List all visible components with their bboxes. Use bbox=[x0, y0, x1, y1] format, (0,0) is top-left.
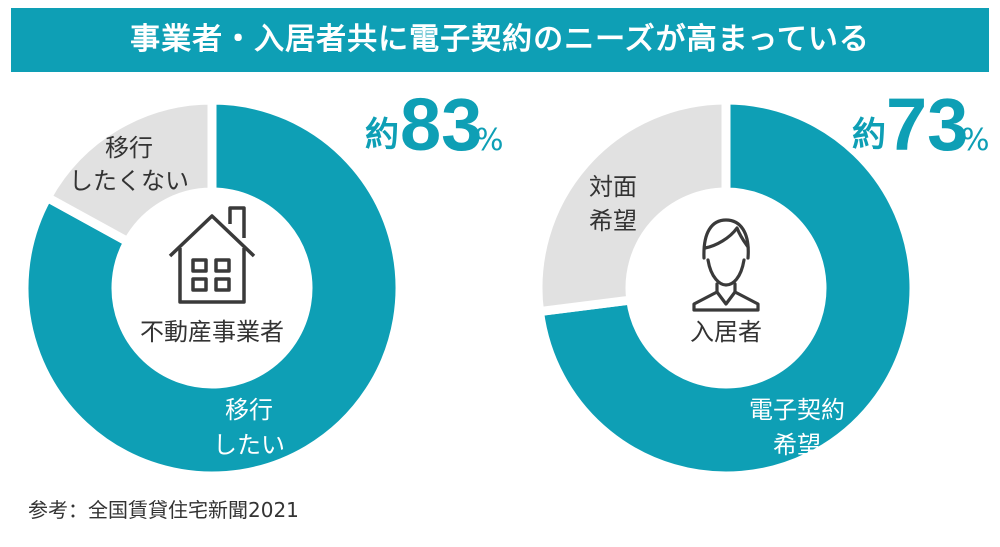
headline-prefix-businesses: 約 bbox=[365, 115, 399, 155]
slice-label-esign-line1: 電子契約 bbox=[749, 396, 845, 424]
person-icon bbox=[692, 218, 760, 312]
headline-value-businesses: 83 bbox=[400, 83, 482, 166]
chart-title: 事業者・入居者共に電子契約のニーズが高まっている bbox=[130, 22, 870, 57]
headline-percent-tenants: 約 73 % bbox=[852, 83, 990, 166]
slice-label-esign-line2: 希望 bbox=[773, 431, 821, 459]
source-note: 参考：全国賃貸住宅新聞2021 bbox=[28, 498, 299, 522]
house-icon bbox=[168, 206, 256, 304]
slice-label-move-line2: したい bbox=[213, 431, 285, 459]
donut-slices-businesses bbox=[19, 95, 405, 481]
slice-label-nomove-line2: したくない bbox=[69, 167, 189, 195]
donut-slice-0-1 bbox=[41, 95, 217, 248]
donut-chart-businesses: 不動産事業者 移行 したい 移行 したくない 約 83 % bbox=[19, 83, 504, 481]
slice-label-inperson-line2: 希望 bbox=[589, 207, 637, 235]
center-label-businesses: 不動産事業者 bbox=[140, 318, 284, 346]
donut-slice-1-1 bbox=[533, 95, 731, 317]
center-label-tenants: 入居者 bbox=[690, 318, 762, 346]
headline-prefix-tenants: 約 bbox=[852, 115, 886, 155]
slice-label-move-line1: 移行 bbox=[225, 396, 273, 424]
donut-slices-tenants bbox=[533, 95, 919, 481]
headline-percent-businesses: 約 83 % bbox=[365, 83, 504, 166]
headline-value-tenants: 73 bbox=[886, 83, 968, 166]
slice-label-nomove-line1: 移行 bbox=[105, 134, 153, 162]
donut-slice-0-0 bbox=[19, 95, 405, 481]
title-banner: 事業者・入居者共に電子契約のニーズが高まっている bbox=[11, 8, 989, 72]
headline-unit-businesses: % bbox=[475, 123, 504, 158]
slice-label-inperson-line1: 対面 bbox=[589, 173, 637, 201]
donut-slice-1-0 bbox=[534, 95, 919, 481]
donut-chart-tenants: 入居者 電子契約 希望 対面 希望 約 73 % bbox=[533, 83, 990, 481]
headline-unit-tenants: % bbox=[961, 123, 990, 158]
